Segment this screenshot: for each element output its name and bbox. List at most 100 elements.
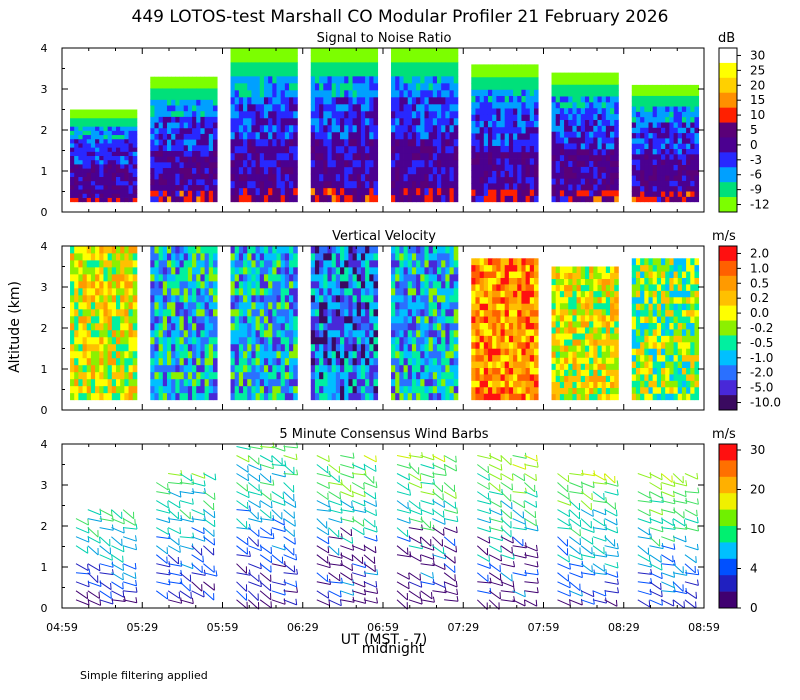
heatmap-cell (597, 72, 603, 79)
heatmap-cell (656, 153, 662, 160)
heatmap-cell (416, 364, 421, 373)
heatmap-cell (196, 161, 201, 169)
heatmap-cell (234, 287, 240, 296)
heatmap-cell (352, 315, 358, 324)
heatmap-cell (656, 100, 662, 107)
heatmap-cell (319, 246, 324, 254)
heatmap-cell (323, 308, 328, 317)
heatmap-cell (128, 252, 134, 261)
heatmap-cell (90, 164, 96, 169)
heatmap-cell (356, 89, 362, 98)
heatmap-cell (652, 148, 658, 155)
heatmap-cell (158, 122, 164, 129)
heatmap-cell (116, 294, 121, 303)
heatmap-cell (403, 294, 409, 303)
heatmap-cell (162, 350, 168, 359)
heatmap-cell (517, 139, 522, 146)
heatmap-cell (158, 385, 164, 394)
heatmap-cell (175, 144, 180, 151)
heatmap-cell (268, 336, 273, 345)
heatmap-cell (103, 184, 109, 190)
heatmap-cell (453, 54, 459, 63)
heatmap-cell (82, 189, 88, 194)
heatmap-cell (644, 132, 649, 139)
heatmap-cell (424, 322, 430, 331)
heatmap-cell (192, 273, 197, 282)
heatmap-cell (247, 117, 252, 126)
heatmap-cell (132, 322, 138, 331)
heatmap-cell (403, 343, 409, 352)
heatmap-cell (335, 252, 341, 261)
heatmap-cell (475, 76, 481, 84)
heatmap-cell (610, 113, 615, 120)
heatmap-cell (90, 176, 96, 182)
heatmap-cell (238, 252, 244, 261)
heatmap-cell (179, 343, 185, 352)
heatmap-cell (158, 343, 164, 352)
heatmap-cell (521, 189, 527, 196)
heatmap-cell (268, 266, 273, 275)
heatmap-cell (610, 119, 615, 126)
heatmap-cell (132, 176, 138, 182)
heatmap-cell (120, 308, 125, 317)
heatmap-cell (251, 343, 256, 352)
heatmap-cell (500, 393, 506, 401)
heatmap-cell (373, 371, 379, 380)
heatmap-cell (314, 252, 320, 261)
heatmap-cell (508, 386, 514, 394)
heatmap-cell (319, 61, 324, 70)
heatmap-cell (690, 132, 695, 139)
heatmap-cell (243, 246, 248, 254)
heatmap-cell (70, 193, 75, 198)
heatmap-cell (416, 371, 421, 380)
heatmap-cell (487, 195, 493, 203)
heatmap-cell (369, 61, 374, 70)
heatmap-cell (352, 48, 358, 56)
heatmap-cell (373, 54, 379, 63)
heatmap-cell (356, 159, 362, 168)
heatmap-cell (344, 96, 349, 105)
heatmap-cell (449, 48, 455, 56)
heatmap-cell (445, 166, 450, 175)
heatmap-cell (166, 184, 172, 191)
heatmap-cell (310, 315, 316, 324)
heatmap-cell (289, 301, 294, 310)
heatmap-cell (280, 343, 286, 352)
heatmap-cell (192, 144, 197, 151)
heatmap-cell (529, 158, 535, 165)
heatmap-cell (694, 191, 700, 197)
heatmap-cell (395, 280, 400, 289)
heatmap-cell (259, 187, 265, 196)
heatmap-cell (403, 287, 409, 296)
heatmap-cell (132, 385, 138, 394)
heatmap-cell (640, 143, 645, 150)
heatmap-cell (483, 139, 489, 146)
heatmap-cell (208, 173, 214, 180)
heatmap-cell (580, 137, 586, 144)
heatmap-cell (395, 124, 400, 133)
heatmap-cell (479, 114, 485, 121)
heatmap-cell (471, 158, 476, 165)
heatmap-cell (86, 322, 92, 331)
heatmap-cell (694, 164, 700, 171)
heatmap-cell (162, 336, 168, 345)
heatmap-cell (352, 103, 358, 112)
heatmap-cell (314, 138, 320, 147)
heatmap-cell (154, 190, 160, 197)
heatmap-cell (82, 143, 88, 148)
heatmap-cell (445, 273, 450, 282)
heatmap-cell (369, 82, 374, 91)
heatmap-cell (403, 315, 409, 324)
heatmap-cell (238, 301, 244, 310)
heatmap-cell (132, 172, 138, 177)
heatmap-cell (411, 371, 417, 380)
heatmap-cell (259, 117, 265, 126)
heatmap-cell (132, 159, 138, 165)
heatmap-cell (171, 266, 176, 275)
heatmap-cell (314, 89, 320, 98)
heatmap-cell (533, 189, 539, 196)
heatmap-cell (154, 179, 160, 186)
heatmap-cell (158, 308, 164, 317)
heatmap-cell (669, 196, 674, 203)
heatmap-cell (694, 106, 700, 112)
